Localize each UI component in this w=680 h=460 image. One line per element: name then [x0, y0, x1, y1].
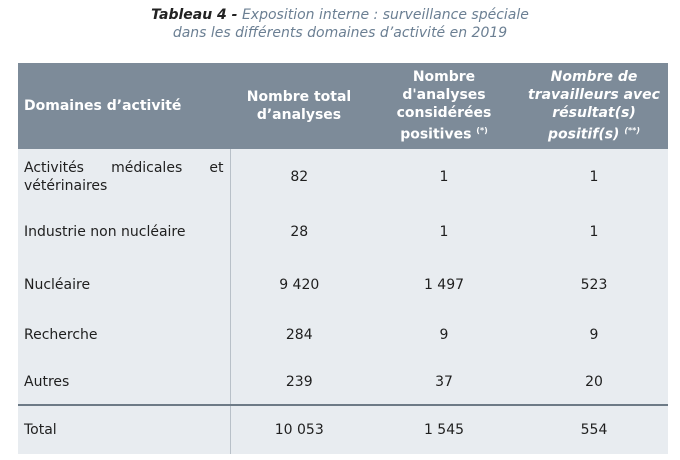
header-note: (**)	[624, 126, 641, 136]
table-row: Recherche 284 9 9	[18, 311, 668, 359]
table-cell: 1 497	[368, 259, 520, 311]
table-cell: 1	[368, 204, 520, 259]
table-cell: 9 420	[230, 259, 368, 311]
header-cell: Domaines d’activité	[18, 63, 230, 149]
table-row: Nucléaire 9 420 1 497 523	[18, 259, 668, 311]
table-body: Activités médicales et vétérinaires 82 1 1 I…	[18, 149, 668, 454]
table-row: Industrie non nucléaire 28 1 1	[18, 204, 668, 259]
table-cell: 1	[368, 149, 520, 204]
total-cell: 554	[520, 404, 668, 454]
table-row: Autres 239 37 20	[18, 359, 668, 405]
header-text: Domaines d’activité	[24, 98, 182, 114]
caption: Tableau 4 - Exposition interne : surveil…	[0, 6, 680, 42]
table-cell: Industrie non nucléaire	[18, 204, 231, 259]
total-cell: 10 053	[230, 404, 368, 454]
table-cell: 239	[230, 359, 368, 405]
header-text: Nombre de travailleurs avec résultat(s) …	[528, 69, 660, 143]
table-cell: 37	[368, 359, 520, 405]
table-cell: 20	[520, 359, 668, 405]
caption-line: dans les différents domaines d’activité …	[172, 25, 508, 41]
header-row: Domaines d’activité Nombre total d’analys…	[18, 63, 668, 149]
header-text: Nombre d'analyses considérées positives	[396, 69, 492, 143]
table-cell: 9	[368, 311, 520, 359]
data-table: Domaines d’activité Nombre total d’analys…	[18, 63, 668, 454]
table-cell: Activités médicales et vétérinaires	[18, 149, 231, 204]
table-cell: 1	[520, 149, 668, 204]
total-cell: Total	[18, 404, 231, 454]
header-cell: Nombre de travailleurs avec résultat(s) …	[520, 63, 668, 149]
header-cell: Nombre total d’analyses	[230, 63, 368, 149]
header-text: Nombre total d’analyses	[246, 89, 352, 123]
total-row: Total 10 053 1 545 554	[18, 404, 668, 454]
caption-lead: Tableau 4 -	[151, 7, 238, 23]
header-cell: Nombre d'analyses considérées positives …	[368, 63, 520, 149]
table-cell: 523	[520, 259, 668, 311]
caption-line: Tableau 4 - Exposition interne : surveil…	[0, 6, 680, 24]
total-cell: 1 545	[368, 404, 520, 454]
table-cell: 82	[230, 149, 368, 204]
table-cell: Autres	[18, 359, 231, 405]
table-row: Activités médicales et vétérinaires 82 1 1	[18, 149, 668, 204]
table-cell: Nucléaire	[18, 259, 231, 311]
header-note: (*)	[476, 126, 488, 136]
table-cell: 284	[230, 311, 368, 359]
table-cell: 1	[520, 204, 668, 259]
table-cell: Recherche	[18, 311, 231, 359]
caption-text: Exposition interne : surveillance spécia…	[241, 7, 529, 23]
table-cell: 28	[230, 204, 368, 259]
table-header: Domaines d’activité Nombre total d’analys…	[18, 63, 668, 149]
table-cell: 9	[520, 311, 668, 359]
